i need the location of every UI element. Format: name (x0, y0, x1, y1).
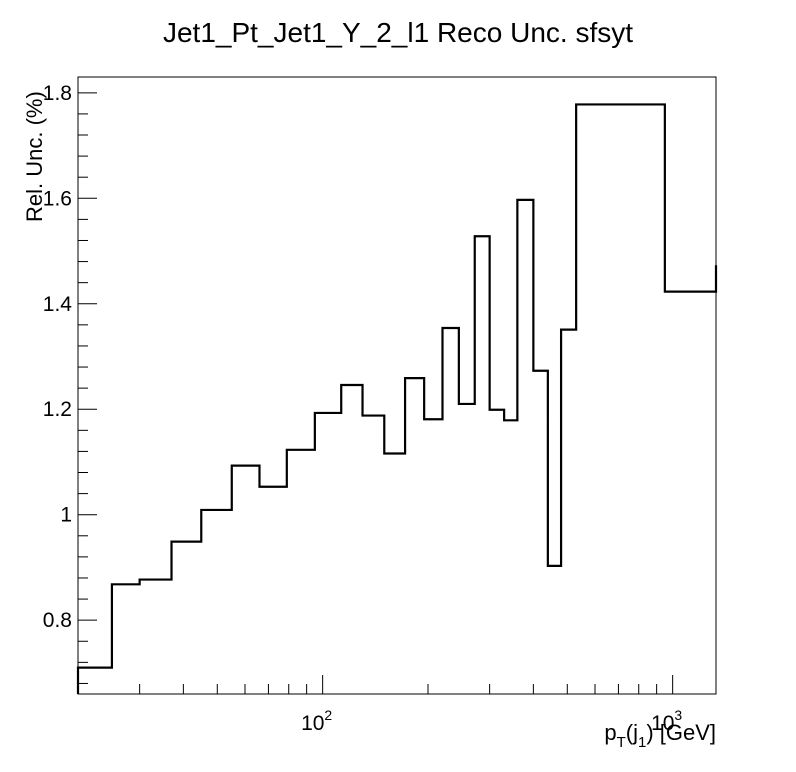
y-tick-label: 1.6 (43, 187, 72, 210)
x-tick-exponent: 2 (324, 707, 332, 723)
x-label-sub-1: 1 (638, 734, 646, 751)
x-tick-label: 102 (301, 707, 332, 735)
y-tick-label: 1.4 (43, 293, 73, 316)
x-tick-base: 10 (651, 712, 674, 735)
y-tick-label: 1.8 (43, 82, 72, 105)
x-label-jet: (j (626, 720, 638, 745)
y-axis-label: Rel. Unc. (%) (22, 91, 47, 222)
x-label-p: p (604, 720, 616, 745)
x-label-sub-t: T (617, 734, 626, 751)
series-group (76, 103, 718, 694)
x-tick-exponent: 3 (674, 707, 682, 723)
plot-frame (77, 76, 717, 695)
x-axis-label: pT(j1) [GeV] (604, 720, 716, 751)
y-tick-label: 0.8 (43, 609, 72, 632)
y-ticks: 0.8 1 1.2 1.4 1.6 1.8 (43, 82, 97, 684)
chart-title: Jet1_Pt_Jet1_Y_2_l1 Reco Unc. sfsyt (163, 17, 633, 48)
series-step-line (76, 103, 718, 694)
x-label-unit: ) [GeV] (646, 720, 716, 745)
x-minor-ticks (139, 684, 658, 694)
x-tick-label: 103 (651, 707, 682, 735)
y-tick-label: 1.2 (43, 398, 72, 421)
y-tick-label: 1 (60, 504, 72, 527)
x-tick-base: 10 (301, 712, 324, 735)
x-ticks: 102 103 (301, 675, 682, 735)
